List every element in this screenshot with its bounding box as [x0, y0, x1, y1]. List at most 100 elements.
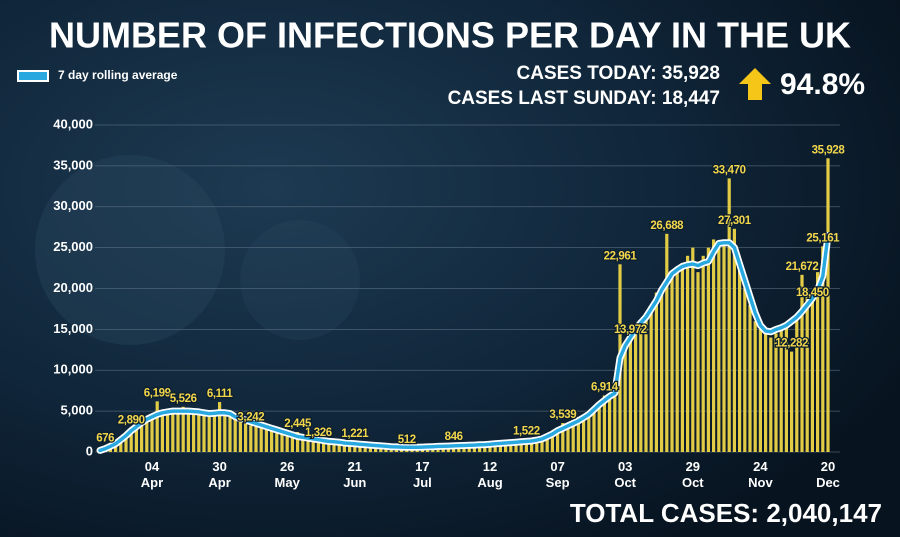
bar: [202, 414, 206, 452]
data-label: 512: [398, 434, 416, 446]
y-tick-label: 30,000: [53, 198, 93, 213]
bar: [244, 420, 248, 452]
bar: [769, 337, 773, 452]
bar: [634, 329, 638, 452]
bar: [311, 439, 315, 452]
bar: [270, 429, 274, 452]
bar: [810, 301, 814, 452]
background-virus: [240, 220, 360, 340]
bar: [826, 158, 830, 452]
data-label: 5,526: [170, 393, 197, 405]
bar: [254, 424, 258, 452]
bar: [155, 401, 159, 452]
bar: [639, 321, 643, 452]
bar: [207, 412, 211, 452]
bar: [290, 434, 294, 452]
bar: [524, 439, 528, 452]
bar: [800, 274, 804, 452]
bar: [129, 428, 133, 452]
bar: [488, 443, 492, 452]
data-label: 18,450: [796, 287, 829, 299]
x-tick-label: 07 Sep: [545, 459, 570, 490]
x-tick-label: 24 Nov: [748, 459, 773, 490]
bar: [566, 424, 570, 452]
bar: [514, 441, 518, 452]
bar: [296, 432, 300, 452]
bar: [816, 272, 820, 452]
bar: [150, 415, 154, 452]
bar: [717, 243, 721, 452]
total-label: TOTAL CASES:: [570, 498, 759, 528]
x-tick-label: 17 Jul: [412, 459, 432, 490]
bar: [306, 438, 310, 452]
bar: [223, 415, 227, 452]
bar: [722, 243, 726, 452]
bar: [498, 443, 502, 452]
bar: [758, 329, 762, 452]
bar: [561, 423, 565, 452]
bar: [670, 276, 674, 452]
stat-cases-today: CASES TODAY: 35,928: [517, 63, 720, 84]
stat-label: CASES TODAY:: [517, 63, 657, 84]
data-label: 6,199: [144, 387, 171, 399]
bar: [119, 441, 123, 452]
data-label: 13,972: [614, 324, 647, 336]
bar: [478, 444, 482, 452]
data-label: 1,522: [513, 426, 540, 438]
bar: [238, 419, 242, 452]
bar: [233, 417, 237, 452]
bar: [218, 402, 222, 452]
data-label: 27,301: [718, 215, 752, 227]
x-tick-label: 20 Dec: [816, 459, 840, 490]
data-label: 22,961: [604, 250, 638, 262]
bar: [358, 444, 362, 452]
bar: [821, 246, 825, 452]
bar: [197, 413, 201, 452]
bar: [212, 411, 216, 452]
bar: [691, 247, 695, 452]
bar: [623, 349, 627, 452]
chart-title: NUMBER OF INFECTIONS PER DAY IN THE UK: [49, 15, 851, 56]
bar: [316, 441, 320, 452]
bar: [134, 427, 138, 452]
bar: [727, 178, 731, 452]
y-tick-label: 25,000: [53, 239, 93, 254]
y-tick-label: 40,000: [53, 116, 93, 131]
bar: [654, 292, 658, 452]
up-arrow: [739, 68, 771, 100]
y-tick-label: 20,000: [53, 280, 93, 295]
bar: [160, 412, 164, 452]
data-label: 12,282: [775, 338, 808, 350]
bar: [665, 233, 669, 452]
bar: [504, 442, 508, 452]
bar: [774, 333, 778, 452]
bar: [348, 443, 352, 452]
data-label: 21,672: [786, 261, 819, 273]
bar: [530, 440, 534, 452]
bar: [264, 427, 268, 452]
bar: [337, 442, 341, 452]
bar: [192, 411, 196, 452]
stat-value: 35,928: [662, 63, 720, 84]
data-label: 6,111: [207, 388, 234, 400]
bar: [686, 255, 690, 452]
stat-label: CASES LAST SUNDAY:: [448, 88, 657, 109]
bar: [322, 441, 326, 452]
bar: [368, 445, 372, 452]
y-tick-label: 0: [86, 443, 93, 458]
data-label: 3,539: [549, 409, 576, 421]
bar: [275, 430, 279, 452]
bar: [332, 442, 336, 452]
bar: [696, 272, 700, 452]
stat-value: 18,447: [662, 88, 720, 109]
bar: [592, 407, 596, 452]
data-label: 25,161: [806, 232, 840, 244]
legend-swatch: [17, 70, 49, 82]
data-label: 2,890: [118, 414, 145, 426]
bar: [706, 247, 710, 452]
bar: [597, 402, 601, 452]
bar: [753, 321, 757, 452]
line: [98, 233, 830, 453]
bar: [540, 438, 544, 452]
bar: [732, 228, 736, 452]
